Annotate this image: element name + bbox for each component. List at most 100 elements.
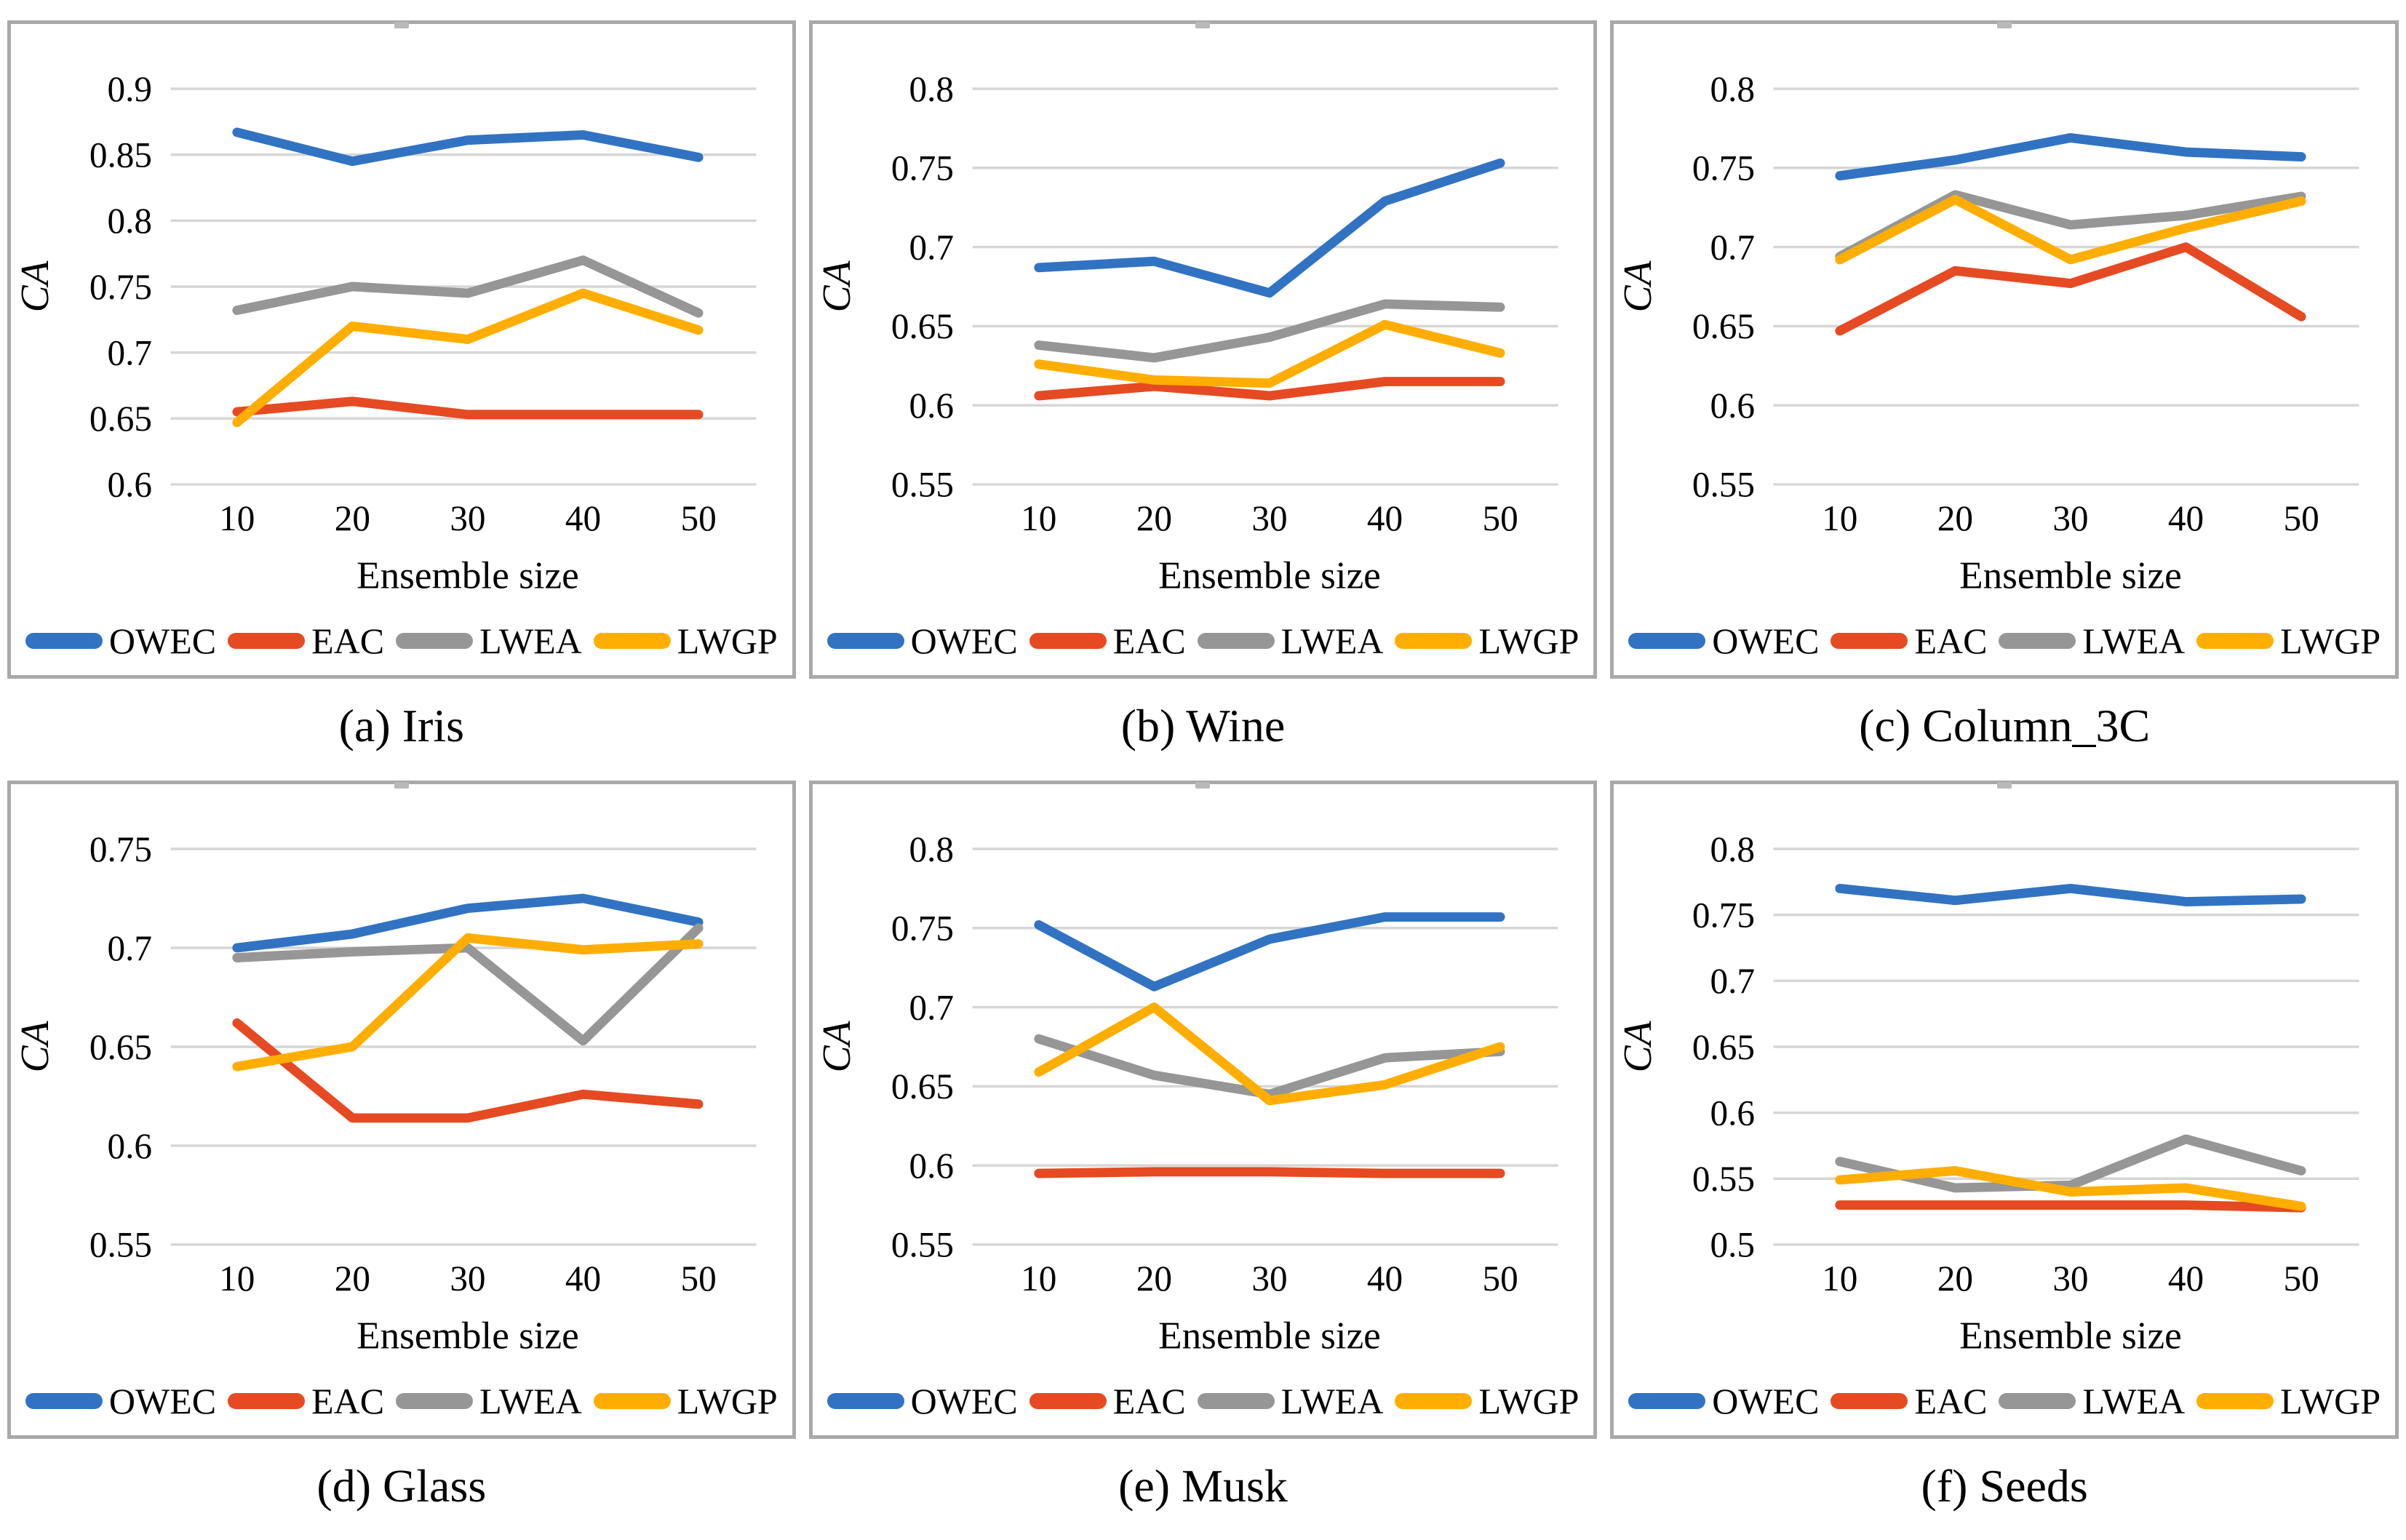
legend-item-owec: OWEC <box>25 1383 216 1419</box>
legend: OWEC EAC LWEA LWGP <box>813 623 1594 659</box>
legend-label-owec: OWEC <box>1712 1381 1820 1421</box>
legend-label-lwgp: LWGP <box>677 621 778 661</box>
y-tick-label: 0.8 <box>107 201 152 241</box>
chart-svg-wine: 0.55 0.6 0.65 0.7 0.75 0.8 CA 10 20 30 40 50 Ensembl… <box>814 69 1558 597</box>
y-tick-label: 0.6 <box>1710 386 1756 426</box>
chart-svg-seeds: 0.5 0.55 0.6 0.65 0.7 0.75 0.8 CA 10 20 30 40 50 Ense… <box>1616 829 2359 1357</box>
legend-label-eac: EAC <box>311 1381 385 1421</box>
x-tick-label: 10 <box>219 498 255 538</box>
x-tick-label: 10 <box>1021 1258 1056 1298</box>
legend-label-lwea: LWEA <box>479 621 582 661</box>
x-axis-title: Ensemble size <box>356 554 579 597</box>
x-tick-label: 20 <box>1136 498 1171 538</box>
legend-swatch-lwgp <box>1395 633 1473 649</box>
x-tick-label: 20 <box>1937 498 1973 538</box>
y-tick-label: 0.55 <box>891 465 954 505</box>
caption-glass: (d) Glass <box>316 1460 487 1512</box>
legend-label-eac: EAC <box>1112 621 1186 661</box>
legend-item-lwgp: LWGP <box>1395 1383 1579 1419</box>
series-line-owec <box>232 893 704 953</box>
legend-label-owec: OWEC <box>910 1381 1018 1421</box>
legend-swatch-eac <box>228 633 306 649</box>
x-tick-label: 40 <box>1367 1258 1403 1298</box>
legend-swatch-owec <box>1628 1393 1706 1409</box>
x-tick-label: 30 <box>450 1258 485 1298</box>
x-tick-label: 30 <box>1251 498 1287 538</box>
series-line-owec <box>1835 883 2306 906</box>
y-tick-label: 0.6 <box>909 386 954 426</box>
chart-wine: 0.55 0.6 0.65 0.7 0.75 0.8 CA 10 20 30 40 50 Ensembl… <box>808 20 1598 679</box>
legend-swatch-lwgp <box>593 633 671 649</box>
legend-swatch-eac <box>1831 1393 1908 1409</box>
legend-item-lwea: LWEA <box>396 1383 582 1419</box>
y-tick-label: 0.55 <box>1692 1159 1755 1199</box>
legend-item-lwea: LWEA <box>1197 1381 1384 1421</box>
legend-label-lwea: LWEA <box>1280 621 1384 661</box>
series-line-lwgp <box>1034 1002 1505 1106</box>
x-axis-title: Ensemble size <box>1959 554 2182 597</box>
y-tick-label: 0.75 <box>891 148 954 188</box>
legend-label-lwgp: LWGP <box>2280 1381 2381 1421</box>
y-tick-label: 0.75 <box>89 267 152 307</box>
subplot-seeds: 0.5 0.55 0.6 0.65 0.7 0.75 0.8 CA 10 20 30 40 50 Ense… <box>1610 781 2399 1515</box>
y-tick-label: 0.55 <box>89 1225 152 1265</box>
y-tick-label: 0.7 <box>909 227 954 267</box>
x-axis-title: Ensemble size <box>1158 554 1381 597</box>
legend-swatch-lwgp <box>2196 633 2274 649</box>
x-tick-label: 40 <box>1367 498 1403 538</box>
legend-swatch-owec <box>1628 633 1706 649</box>
legend-swatch-lwea <box>1999 1393 2076 1409</box>
y-tick-label: 0.8 <box>909 69 954 109</box>
x-tick-label: 10 <box>1822 1258 1857 1298</box>
series-line-lwea <box>232 255 704 318</box>
legend-item-eac: EAC <box>228 623 384 659</box>
legend-label-owec: OWEC <box>910 621 1018 661</box>
series-line-lwea <box>232 923 704 1046</box>
series-line-lwgp <box>232 933 704 1072</box>
series-line-lwea <box>1034 299 1505 363</box>
legend-swatch-lwea <box>396 1393 474 1409</box>
legend: OWEC EAC LWEA LWGP <box>11 623 792 659</box>
legend-swatch-eac <box>1029 633 1107 649</box>
legend-item-owec: OWEC <box>25 623 216 659</box>
x-tick-label: 50 <box>1482 1258 1518 1298</box>
legend-label-lwgp: LWGP <box>677 1381 778 1421</box>
x-tick-label: 50 <box>2284 498 2319 538</box>
y-tick-label: 0.65 <box>89 1027 152 1067</box>
legend-item-owec: OWEC <box>1628 1383 1819 1419</box>
legend-item-lwea: LWEA <box>1999 623 2185 659</box>
legend-label-lwgp: LWGP <box>1478 1381 1580 1421</box>
legend-item-eac: EAC <box>1831 1383 1987 1419</box>
x-axis-title: Ensemble size <box>356 1314 579 1357</box>
y-tick-label: 0.75 <box>1692 148 1755 188</box>
y-tick-label: 0.7 <box>1710 961 1756 1001</box>
x-tick-label: 40 <box>565 1258 601 1298</box>
legend-label-lwea: LWEA <box>1280 1381 1384 1421</box>
legend-swatch-owec <box>826 1393 904 1409</box>
x-tick-label: 20 <box>1937 1258 1973 1298</box>
x-tick-label: 50 <box>680 498 716 538</box>
subplot-musk: 0.55 0.6 0.65 0.7 0.75 0.8 CA 10 20 30 40 50 Ensembl… <box>808 781 1598 1515</box>
legend-label-lwgp: LWGP <box>1478 621 1580 661</box>
legend-label-eac: EAC <box>1914 1381 1988 1421</box>
subplot-wine: 0.55 0.6 0.65 0.7 0.75 0.8 CA 10 20 30 40 50 Ensembl… <box>808 20 1598 754</box>
series-line-owec <box>1835 133 2306 181</box>
x-tick-label: 10 <box>1822 498 1857 538</box>
subplot-glass: 0.55 0.6 0.65 0.7 0.75 CA 10 20 30 40 50 Ensemble s… <box>7 781 796 1515</box>
y-tick-label: 0.8 <box>909 829 954 869</box>
y-tick-label: 0.6 <box>107 465 152 505</box>
chart-iris: 0.6 0.65 0.7 0.75 0.8 0.85 0.9 CA 10 20 30 40 50 Ense… <box>7 20 796 679</box>
x-tick-label: 50 <box>2284 1258 2319 1298</box>
legend-label-owec: OWEC <box>1712 621 1820 661</box>
legend-item-eac: EAC <box>1831 623 1987 659</box>
x-tick-label: 20 <box>335 1258 370 1298</box>
caption-iris: (a) Iris <box>338 700 464 751</box>
subplot-column-3c: 0.55 0.6 0.65 0.7 0.75 0.8 CA 10 20 30 40 50 Ensembl… <box>1610 20 2399 754</box>
x-tick-label: 40 <box>2168 1258 2204 1298</box>
x-tick-label: 20 <box>335 498 370 538</box>
y-tick-label: 0.6 <box>107 1126 152 1166</box>
legend-item-owec: OWEC <box>826 621 1018 661</box>
subplot-iris: 0.6 0.65 0.7 0.75 0.8 0.85 0.9 CA 10 20 30 40 50 Ense… <box>7 20 796 754</box>
x-tick-label: 40 <box>2168 498 2204 538</box>
